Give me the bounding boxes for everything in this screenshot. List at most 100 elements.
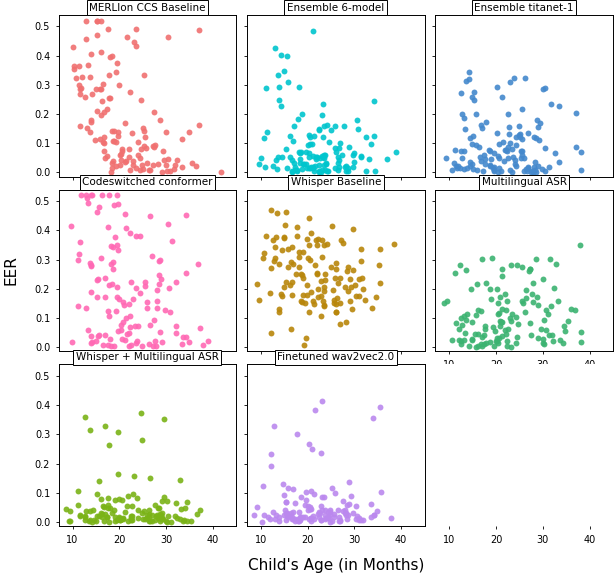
Point [488, 167, 498, 176]
Point [517, 146, 527, 156]
Point [355, 152, 365, 161]
Point [79, 513, 89, 522]
Point [313, 509, 323, 519]
Point [357, 284, 367, 293]
Point [291, 269, 301, 279]
Point [517, 296, 527, 305]
Point [70, 64, 79, 74]
Point [131, 338, 141, 348]
Point [274, 95, 284, 105]
Point [381, 155, 391, 164]
Point [576, 165, 586, 175]
Point [318, 99, 328, 109]
Point [373, 506, 383, 516]
Point [464, 74, 474, 83]
Point [295, 515, 305, 524]
Point [274, 516, 284, 526]
Point [559, 338, 569, 348]
Point [531, 255, 541, 264]
Point [113, 427, 123, 437]
Point [138, 514, 148, 524]
Point [320, 165, 330, 175]
Point [274, 304, 283, 313]
Point [464, 68, 474, 77]
Point [306, 504, 316, 513]
Point [367, 303, 376, 312]
Point [348, 150, 358, 159]
Point [86, 116, 96, 125]
Point [87, 117, 97, 126]
Point [109, 200, 119, 209]
Point [469, 87, 479, 96]
Point [76, 83, 86, 93]
Point [163, 219, 173, 229]
Point [75, 512, 85, 521]
Point [111, 516, 121, 525]
Point [171, 328, 181, 338]
Point [170, 512, 180, 521]
Point [326, 126, 336, 135]
Point [114, 494, 124, 503]
Point [485, 146, 495, 156]
Point [294, 82, 304, 92]
Point [129, 471, 139, 480]
Point [140, 133, 150, 142]
Point [481, 117, 491, 126]
Point [334, 162, 344, 172]
Point [333, 166, 342, 175]
Point [113, 326, 123, 336]
Point [305, 139, 315, 149]
Point [320, 511, 330, 520]
Point [280, 506, 290, 515]
Point [184, 127, 194, 136]
Point [333, 159, 343, 168]
Point [307, 444, 317, 453]
Point [331, 307, 341, 316]
Point [293, 514, 302, 523]
Point [256, 153, 265, 163]
Point [268, 508, 278, 517]
Point [172, 513, 182, 522]
Point [121, 156, 131, 166]
Point [310, 260, 320, 269]
Point [286, 166, 296, 175]
Point [316, 276, 326, 286]
Point [162, 496, 172, 506]
Point [153, 159, 163, 169]
Point [142, 513, 152, 522]
Point [474, 142, 484, 152]
Point [287, 242, 297, 251]
Point [139, 142, 149, 151]
Point [317, 165, 326, 175]
Point [159, 492, 169, 502]
Point [140, 277, 150, 286]
Point [330, 489, 339, 498]
Point [296, 513, 306, 522]
Point [314, 167, 324, 176]
Point [124, 144, 134, 153]
Point [292, 429, 302, 439]
Point [317, 493, 326, 502]
Point [490, 337, 500, 346]
Point [503, 109, 513, 119]
Point [115, 80, 124, 89]
Title: Multilingual ASR: Multilingual ASR [482, 178, 567, 188]
Point [478, 166, 488, 176]
Point [164, 283, 174, 293]
Point [109, 126, 119, 136]
Point [98, 340, 108, 350]
Point [485, 284, 495, 293]
Point [123, 516, 133, 526]
Point [323, 513, 333, 522]
Point [109, 136, 119, 146]
Point [93, 274, 103, 283]
Point [480, 154, 490, 163]
Point [306, 513, 316, 523]
Point [285, 152, 295, 162]
Point [65, 506, 75, 515]
Point [532, 115, 541, 125]
Point [329, 298, 339, 308]
Point [279, 510, 289, 520]
Point [108, 265, 118, 274]
Point [332, 293, 342, 302]
